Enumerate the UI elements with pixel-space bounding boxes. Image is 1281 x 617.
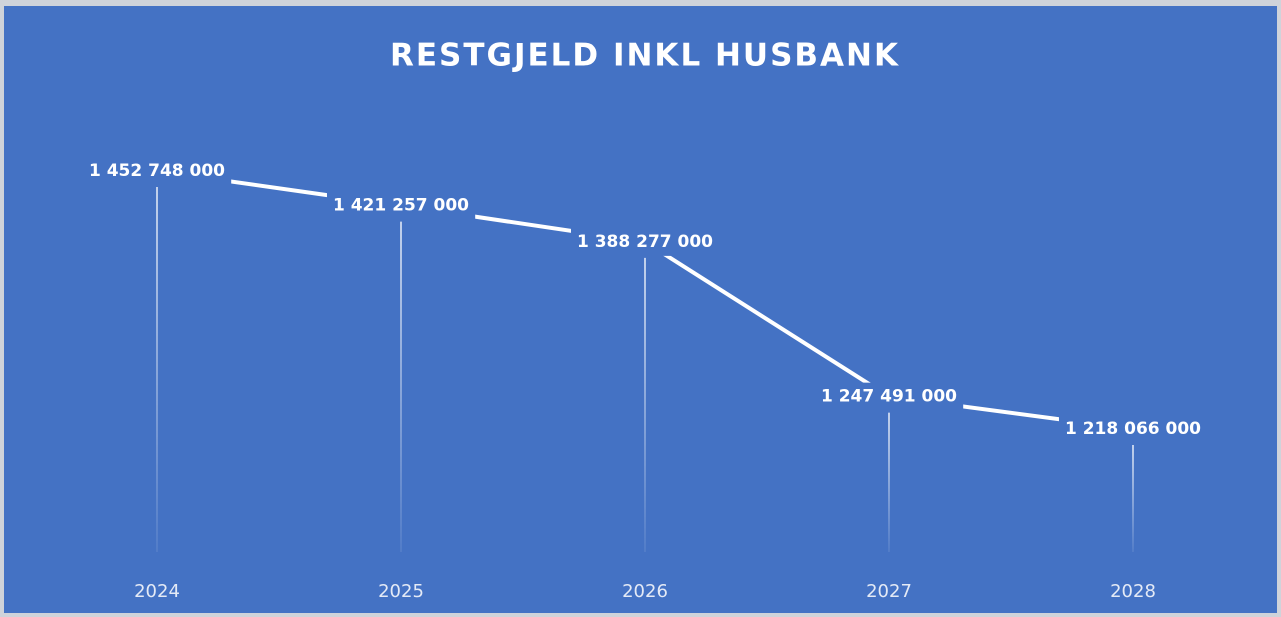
label-background [814,382,964,411]
data-label: 1 452 748 000 [89,161,225,181]
label-background [326,191,476,220]
data-label: 1 218 066 000 [1065,419,1201,439]
drop-line [156,187,158,552]
x-tick-label: 2025 [378,581,424,602]
drop-line [888,412,890,552]
drop-line [1132,445,1134,552]
label-background [1058,415,1208,443]
data-label: 1 247 491 000 [821,387,957,407]
label-background [82,157,232,185]
chart-title: RESTGJELD INKL HUSBANK [390,38,900,74]
x-tick-label: 2026 [622,581,668,602]
plot-background [4,6,1277,613]
x-tick-label: 2028 [1110,581,1156,602]
x-tick-label: 2027 [866,581,912,602]
data-label: 1 421 257 000 [333,196,469,216]
data-label: 1 388 277 000 [577,232,713,252]
label-background [570,227,720,256]
drop-line [400,221,402,553]
x-tick-label: 2024 [134,581,180,602]
drop-line [644,257,646,552]
